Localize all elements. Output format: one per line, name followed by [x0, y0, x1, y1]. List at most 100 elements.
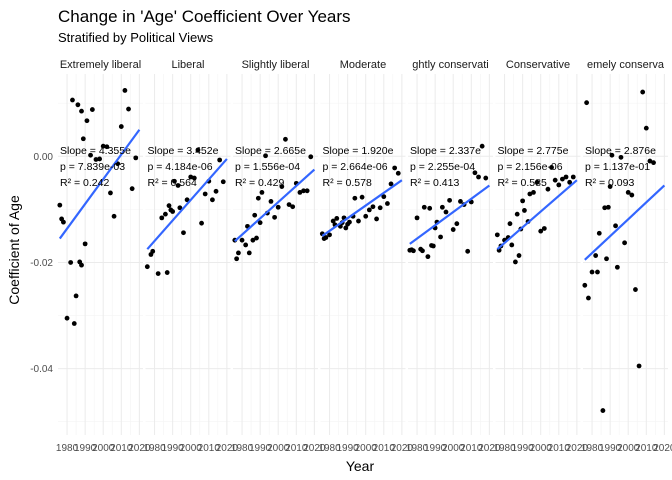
data-point: [61, 219, 66, 225]
data-point: [195, 147, 201, 153]
data-point: [381, 194, 387, 200]
x-tick-label: 1980: [493, 443, 516, 454]
data-point: [560, 176, 565, 182]
data-point: [199, 220, 204, 226]
fit-annotation: R² = 0.413: [410, 177, 459, 189]
data-point: [520, 198, 526, 204]
y-tick-label: -0.02: [30, 258, 53, 269]
data-point: [172, 178, 177, 184]
x-tick-label: 1980: [581, 443, 604, 454]
data-point: [584, 100, 590, 106]
data-point: [527, 191, 533, 197]
data-point: [609, 152, 615, 158]
data-point: [191, 175, 197, 181]
data-point: [84, 118, 90, 124]
data-point: [82, 241, 88, 247]
x-tick-label: 2020: [653, 443, 672, 454]
fit-annotation: R² = 0.093: [585, 177, 634, 189]
data-point: [633, 287, 638, 292]
data-point: [629, 192, 635, 198]
facet-panel: ghtly conservati Slope = 2.337e p = 2.255e…: [406, 59, 501, 454]
data-point: [220, 179, 226, 185]
fit-annotation: R² = 0.578: [323, 177, 372, 189]
x-tick-label: 2020: [478, 443, 501, 454]
fit-annotation: Slope = 1.920e: [323, 145, 394, 157]
data-point: [79, 262, 84, 268]
data-point: [155, 271, 161, 277]
data-point: [118, 124, 124, 129]
data-point: [605, 204, 611, 210]
data-point: [73, 293, 79, 299]
fit-annotation: p = 2.255e-04: [410, 161, 475, 173]
data-point: [166, 203, 172, 209]
data-point: [343, 225, 349, 231]
x-tick-label: 2000: [180, 443, 203, 454]
data-point: [246, 250, 252, 256]
data-point: [257, 220, 263, 226]
data-point: [625, 189, 631, 195]
data-point: [614, 264, 620, 270]
facet-panel: Extremely liberal Slope = 4.355e p = 7.839…: [56, 59, 151, 454]
x-tick-label: 2010: [285, 443, 308, 454]
data-point: [297, 189, 303, 195]
data-point: [175, 183, 181, 188]
data-point: [347, 219, 352, 225]
data-point: [586, 295, 591, 301]
x-axis-title: Year: [346, 458, 375, 474]
data-point: [68, 260, 74, 265]
x-tick-label: 2000: [530, 443, 553, 454]
data-point: [604, 256, 609, 262]
x-tick-label: 2020: [303, 443, 326, 454]
data-point: [234, 256, 240, 262]
data-point: [133, 155, 139, 161]
x-tick-label: 2010: [548, 443, 571, 454]
facet-label: Extremely liberal: [60, 59, 141, 71]
data-point: [254, 235, 259, 241]
data-point: [323, 235, 329, 240]
data-point: [613, 223, 618, 229]
data-point: [622, 240, 627, 246]
x-tick-label: 1980: [406, 443, 429, 454]
data-point: [600, 408, 606, 413]
data-point: [427, 205, 433, 211]
fit-line: [584, 184, 666, 261]
x-tick-label: 2020: [216, 443, 239, 454]
x-tick-label: 1980: [318, 443, 341, 454]
x-tick-label: 1980: [231, 443, 254, 454]
data-point: [184, 197, 190, 203]
x-tick-label: 2010: [460, 443, 483, 454]
data-point: [144, 264, 150, 270]
data-point: [443, 209, 449, 215]
data-point: [79, 108, 84, 114]
data-point: [88, 152, 93, 158]
data-point: [602, 205, 608, 211]
data-point: [430, 243, 436, 249]
data-point: [70, 97, 75, 103]
x-tick-label: 1980: [143, 443, 166, 454]
data-point: [414, 215, 420, 221]
facet-panel: Conservative Slope = 2.775e p = 2.156e-06 R…: [493, 59, 588, 454]
facet-panels: Extremely liberal Slope = 4.355e p = 7.839…: [56, 59, 672, 454]
fit-annotation: Slope = 4.355e: [60, 145, 131, 157]
data-point: [64, 315, 70, 321]
fit-annotation: p = 1.556e-04: [235, 161, 300, 173]
data-point: [283, 136, 288, 142]
data-point: [377, 205, 383, 211]
data-point: [465, 248, 471, 254]
data-point: [370, 204, 376, 210]
fit-annotation: p = 7.839e-03: [60, 161, 125, 173]
data-point: [549, 165, 554, 170]
data-point: [202, 191, 208, 197]
data-point: [286, 202, 292, 207]
data-point: [636, 363, 642, 369]
data-point: [177, 205, 183, 211]
data-point: [567, 179, 573, 185]
data-point: [150, 248, 156, 254]
y-axis-tick-labels: 0.00 -0.02 -0.04: [30, 152, 53, 375]
data-point: [243, 242, 249, 248]
data-point: [104, 144, 110, 150]
data-point: [552, 177, 558, 183]
fit-line: [58, 129, 141, 240]
fit-annotation: Slope = 2.337e: [410, 145, 481, 157]
